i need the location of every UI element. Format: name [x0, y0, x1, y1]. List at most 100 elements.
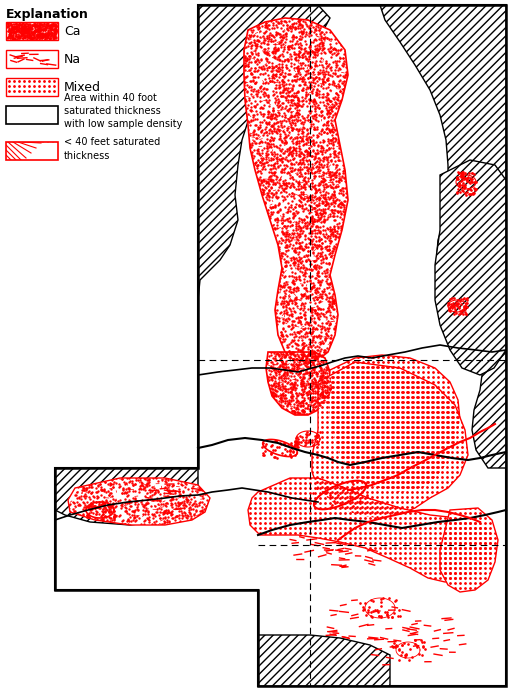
- Point: [324, 180, 333, 191]
- Point: [263, 140, 271, 151]
- Point: [263, 373, 271, 384]
- Point: [274, 390, 282, 401]
- Point: [265, 307, 273, 319]
- Point: [305, 208, 313, 219]
- Point: [236, 202, 244, 214]
- Point: [266, 406, 274, 417]
- Point: [298, 350, 306, 361]
- Point: [318, 285, 327, 296]
- Point: [285, 86, 293, 97]
- Point: [281, 349, 289, 360]
- Point: [310, 347, 318, 358]
- Point: [254, 296, 263, 307]
- Point: [42, 30, 51, 41]
- Point: [320, 345, 328, 356]
- Point: [247, 294, 256, 305]
- Point: [315, 102, 323, 113]
- Point: [347, 278, 356, 290]
- Point: [107, 473, 115, 484]
- Point: [280, 178, 288, 189]
- Point: [340, 79, 348, 91]
- Point: [329, 44, 337, 55]
- Point: [311, 434, 319, 445]
- Point: [314, 430, 322, 441]
- Point: [344, 101, 353, 112]
- Point: [33, 30, 41, 41]
- Point: [302, 397, 310, 408]
- Point: [270, 364, 278, 375]
- Point: [458, 169, 466, 180]
- Point: [45, 27, 53, 38]
- Point: [42, 31, 50, 42]
- Point: [315, 240, 323, 252]
- Point: [314, 152, 322, 163]
- Point: [270, 435, 278, 446]
- Point: [295, 41, 303, 53]
- Point: [262, 218, 270, 229]
- Point: [50, 32, 58, 44]
- Point: [321, 354, 330, 365]
- Point: [237, 327, 245, 338]
- Point: [278, 225, 286, 236]
- Point: [295, 138, 303, 149]
- Point: [301, 360, 310, 371]
- Point: [309, 400, 317, 411]
- Point: [275, 124, 283, 135]
- Point: [347, 154, 355, 165]
- Point: [281, 359, 289, 370]
- Point: [126, 511, 134, 522]
- Point: [325, 288, 333, 299]
- Point: [291, 378, 299, 389]
- Point: [282, 307, 290, 319]
- Point: [278, 358, 287, 369]
- Point: [86, 477, 94, 489]
- Point: [343, 153, 351, 164]
- Point: [309, 112, 317, 123]
- Point: [327, 13, 335, 24]
- Point: [272, 213, 281, 224]
- Point: [463, 171, 472, 182]
- Point: [305, 149, 313, 160]
- Point: [345, 159, 353, 170]
- Point: [280, 229, 288, 240]
- Point: [346, 348, 355, 359]
- Point: [267, 30, 275, 41]
- Point: [287, 391, 295, 402]
- Point: [271, 250, 280, 261]
- Point: [347, 17, 355, 28]
- Point: [207, 508, 216, 519]
- Point: [267, 66, 275, 77]
- Point: [198, 491, 206, 502]
- Point: [307, 19, 315, 30]
- Point: [242, 124, 250, 135]
- Point: [273, 100, 282, 111]
- Point: [304, 361, 312, 372]
- Point: [343, 91, 352, 102]
- Point: [346, 165, 354, 176]
- Point: [313, 307, 321, 319]
- Point: [306, 348, 314, 359]
- Point: [279, 330, 287, 341]
- Point: [323, 354, 331, 365]
- Point: [85, 491, 93, 502]
- Point: [315, 193, 323, 204]
- Point: [259, 199, 267, 210]
- Point: [253, 90, 261, 101]
- Point: [295, 274, 303, 285]
- Point: [314, 211, 322, 223]
- Point: [315, 33, 323, 44]
- Point: [255, 241, 263, 252]
- Point: [309, 408, 317, 419]
- Point: [284, 372, 292, 384]
- Point: [257, 358, 265, 369]
- Point: [36, 31, 44, 42]
- Point: [286, 181, 294, 192]
- Point: [264, 177, 272, 188]
- Point: [295, 15, 303, 26]
- Point: [264, 139, 272, 150]
- Point: [254, 254, 263, 265]
- Point: [295, 247, 303, 258]
- Point: [89, 495, 98, 507]
- Point: [338, 346, 346, 357]
- Point: [45, 28, 54, 39]
